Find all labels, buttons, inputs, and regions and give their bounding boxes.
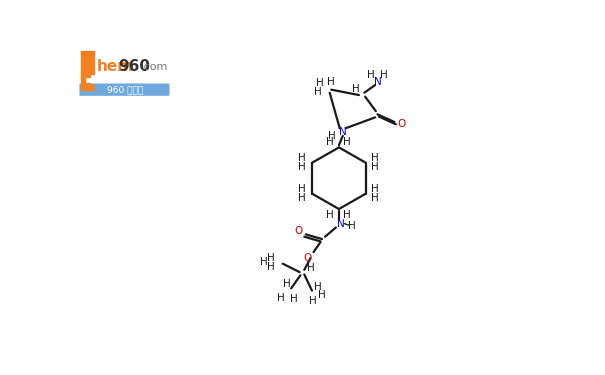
Text: H: H [318, 290, 326, 300]
Text: O: O [397, 119, 405, 129]
Text: H: H [284, 279, 291, 290]
Text: N: N [336, 219, 344, 229]
Text: H: H [328, 131, 336, 141]
Text: H: H [348, 221, 356, 231]
FancyBboxPatch shape [79, 84, 169, 96]
Text: hem: hem [96, 59, 134, 74]
Text: H: H [367, 70, 374, 80]
Text: H: H [371, 184, 379, 194]
Text: H: H [316, 78, 324, 88]
Text: H: H [327, 77, 335, 87]
Text: N: N [339, 127, 347, 137]
Text: H: H [343, 137, 350, 147]
Text: O: O [303, 252, 312, 262]
Text: H: H [309, 296, 316, 306]
Text: H: H [267, 252, 275, 262]
Text: H: H [371, 162, 379, 172]
Text: H: H [267, 262, 275, 272]
Text: H: H [326, 210, 333, 220]
Text: H: H [381, 70, 388, 80]
Text: H: H [298, 184, 306, 194]
Text: H: H [277, 292, 285, 303]
Text: H: H [343, 210, 350, 220]
Text: O: O [294, 226, 302, 236]
Polygon shape [81, 51, 94, 90]
Text: .com: .com [140, 62, 168, 72]
Text: H: H [260, 257, 267, 267]
Text: H: H [298, 153, 306, 163]
Text: H: H [371, 153, 379, 163]
Text: H: H [313, 87, 321, 97]
Text: H: H [298, 162, 306, 172]
Text: H: H [326, 137, 333, 147]
Text: 960 化工网: 960 化工网 [106, 85, 143, 94]
Text: H: H [313, 282, 321, 292]
Text: H: H [298, 193, 306, 203]
Text: N: N [373, 77, 381, 87]
Text: H: H [371, 193, 379, 203]
Text: 960: 960 [119, 59, 151, 74]
Text: H: H [307, 263, 315, 273]
Text: H: H [290, 294, 298, 304]
Text: H: H [352, 84, 360, 94]
